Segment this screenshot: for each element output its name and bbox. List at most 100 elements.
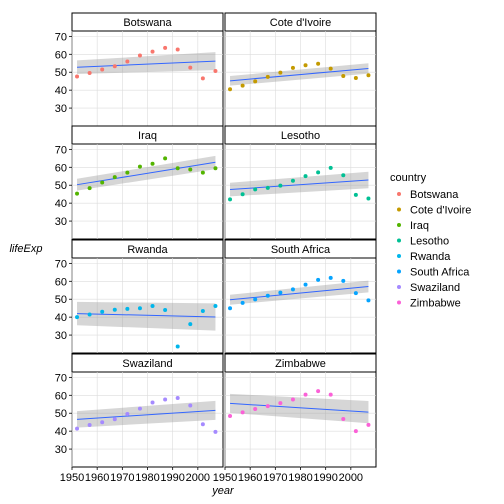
data-point [100, 181, 104, 185]
facet-strip-label: Swaziland [122, 358, 172, 370]
facet-strip-label: Cote d'Ivoire [270, 17, 331, 29]
data-point [341, 173, 345, 177]
data-point [75, 192, 79, 196]
data-point [188, 66, 192, 70]
x-tick-label: 1970 [110, 472, 134, 484]
data-point [176, 345, 180, 349]
data-point [278, 184, 282, 188]
legend-label: Swaziland [410, 282, 460, 294]
data-point [253, 187, 257, 191]
x-tick-label: 1990 [313, 472, 337, 484]
data-point [329, 276, 333, 280]
data-point [316, 389, 320, 393]
data-point [228, 197, 232, 201]
data-point [113, 175, 117, 179]
data-point [125, 412, 129, 416]
legend: country BotswanaCote d'IvoireIraqLesotho… [390, 172, 471, 310]
x-tick-label: 2000 [339, 472, 363, 484]
data-point [125, 59, 129, 63]
legend-key-south-africa [397, 270, 401, 274]
data-point [176, 47, 180, 51]
data-point [75, 427, 79, 431]
y-tick-label: 70 [55, 258, 67, 270]
y-tick-label: 30 [55, 103, 67, 115]
data-point [176, 396, 180, 400]
panel-iraq: Iraq [72, 126, 223, 239]
data-point [354, 76, 358, 80]
data-point [163, 46, 167, 50]
data-point [366, 423, 370, 427]
y-tick-label: 40 [55, 312, 67, 324]
facet-strip-label: South Africa [271, 244, 331, 256]
data-point [354, 429, 358, 433]
facet-strip-label: Rwanda [127, 244, 168, 256]
legend-key-swaziland [397, 285, 401, 289]
y-tick-label: 30 [55, 216, 67, 228]
x-tick-label: 1960 [238, 472, 262, 484]
data-point [366, 196, 370, 200]
data-point [213, 166, 217, 170]
data-point [88, 312, 92, 316]
data-point [241, 410, 245, 414]
legend-key-zimbabwe [397, 301, 401, 305]
y-tick-label: 30 [55, 330, 67, 342]
y-tick-label: 60 [55, 390, 67, 402]
y-tick-label: 40 [55, 426, 67, 438]
data-point [266, 75, 270, 79]
y-tick-label: 60 [55, 162, 67, 174]
data-point [138, 165, 142, 169]
data-point [253, 407, 257, 411]
x-tick-label: 1980 [288, 472, 312, 484]
data-point [100, 68, 104, 72]
data-point [213, 430, 217, 434]
legend-label: Iraq [410, 220, 429, 232]
legend-key-cote-d-ivoire [397, 208, 401, 212]
data-point [75, 315, 79, 319]
y-tick-label: 70 [55, 31, 67, 43]
panel-zimbabwe: Zimbabwe [225, 354, 376, 467]
data-point [241, 301, 245, 305]
y-tick-label: 60 [55, 276, 67, 288]
data-point [151, 400, 155, 404]
data-point [100, 420, 104, 424]
data-point [213, 69, 217, 73]
data-point [266, 294, 270, 298]
data-point [188, 404, 192, 408]
panel-south-africa: South Africa [225, 240, 376, 353]
y-tick-label: 50 [55, 408, 67, 420]
panel-cote-d-ivoire: Cote d'Ivoire [225, 13, 376, 126]
panel-botswana: Botswana [72, 13, 223, 126]
panel-swaziland: Swaziland [72, 354, 223, 467]
data-point [113, 308, 117, 312]
data-point [304, 283, 308, 287]
data-point [100, 310, 104, 314]
data-point [163, 397, 167, 401]
data-point [304, 63, 308, 67]
data-point [138, 306, 142, 310]
data-point [316, 62, 320, 66]
data-point [278, 71, 282, 75]
y-tick-label: 50 [55, 180, 67, 192]
data-point [113, 417, 117, 421]
facet-strip-label: Iraq [138, 130, 157, 142]
data-point [341, 74, 345, 78]
data-point [125, 307, 129, 311]
facet-strip-label: Zimbabwe [275, 358, 326, 370]
legend-label: Rwanda [410, 251, 451, 263]
data-point [354, 193, 358, 197]
legend-label: South Africa [410, 267, 470, 279]
data-point [88, 186, 92, 190]
data-point [316, 278, 320, 282]
legend-label: Botswana [410, 189, 459, 201]
legend-key-botswana [397, 192, 401, 196]
data-point [75, 75, 79, 79]
data-point [291, 287, 295, 291]
y-tick-label: 40 [55, 198, 67, 210]
legend-key-rwanda [397, 254, 401, 258]
data-point [151, 50, 155, 54]
data-point [241, 192, 245, 196]
y-tick-label: 70 [55, 144, 67, 156]
data-point [291, 179, 295, 183]
x-tick-label: 1950 [213, 472, 237, 484]
data-point [228, 306, 232, 310]
